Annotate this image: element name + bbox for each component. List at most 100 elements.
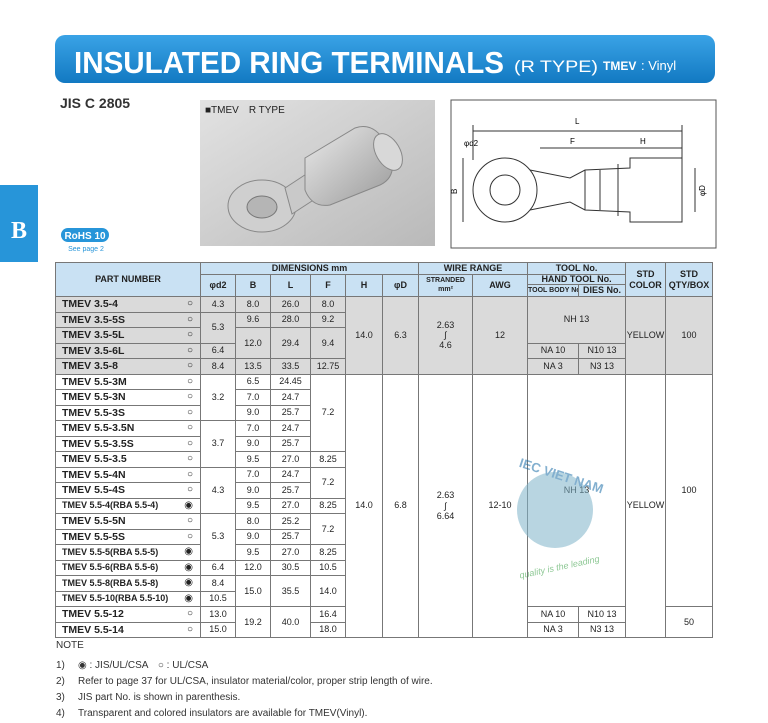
part-cell: TMEV 3.5-4 ○ — [55, 296, 201, 313]
header-text: STD — [636, 269, 655, 280]
cell: 33.5 — [270, 358, 311, 375]
part-number: TMEV 5.5-6(RBA 5.5-6) — [62, 562, 159, 573]
cell: 9.4 — [310, 327, 346, 359]
note-text: Refer to page 37 for UL/CSA, insulator m… — [78, 676, 433, 687]
header-cell: DIMENSIONS mm — [199, 262, 420, 275]
cell: 19.2 — [235, 606, 271, 638]
cert-mark: ○ — [186, 437, 193, 449]
cell: NA 10 — [527, 606, 580, 623]
cell: N3 13 — [578, 358, 627, 375]
cell: 10.5 — [200, 590, 236, 607]
cell: 29.4 — [270, 327, 311, 359]
cert-mark: ○ — [186, 484, 193, 495]
cert-mark: ○ — [186, 453, 193, 464]
part-cell: TMEV 3.5-5L ○ — [55, 327, 201, 344]
cell: 6.3 — [381, 296, 420, 375]
note-text: JIS part No. is shown in parenthesis. — [78, 692, 241, 703]
part-cell: TMEV 5.5-5(RBA 5.5-5) ◉ — [55, 544, 201, 561]
cell: 30.5 — [270, 559, 311, 576]
table-body: TMEV 3.5-4 ○ 4.3 8.0 26.0 8.0 14.0 6.3 2.63 ∫ 4.6 1… — [55, 296, 714, 638]
cell: 7.0 — [235, 389, 271, 406]
part-cell: TMEV 5.5-3.5 ○ — [55, 451, 201, 468]
header-cell: B — [235, 274, 271, 297]
table-row: TMEV 5.5-8(RBA 5.5-8) ◉ 8.4 15.0 35.5 14.0 — [55, 575, 713, 607]
cell: YELLOW — [625, 296, 667, 375]
cell: N10 13 — [578, 606, 627, 623]
cell: 12 — [472, 296, 529, 375]
cert-mark: ○ — [186, 313, 193, 325]
cell: 7.2 — [310, 513, 346, 545]
cell: 26.0 — [270, 296, 311, 313]
cell-text: 2.63 — [436, 319, 455, 330]
cell: 15.0 — [235, 575, 271, 607]
part-number: TMEV 5.5-5(RBA 5.5-5) — [62, 546, 159, 557]
table-row: TMEV 5.5-5(RBA 5.5-5) ◉ 9.5 27.0 8.25 — [55, 544, 713, 561]
part-cell: TMEV 5.5-10(RBA 5.5-10) ◉ — [55, 590, 201, 607]
part-number: TMEV 3.5-6L — [62, 344, 125, 357]
cell: 24.7 — [270, 466, 311, 483]
part-cell: TMEV 3.5-6L ○ — [55, 342, 201, 359]
cell: 2.63 ∫ 6.64 — [418, 373, 474, 638]
cell: NA 3 — [527, 358, 580, 375]
cell: 3.2 — [200, 373, 236, 421]
cell-text: 6.64 — [436, 510, 455, 521]
cell: 9.0 — [235, 435, 271, 452]
cell-text: ∫ — [444, 500, 447, 511]
diagram-frame — [450, 99, 717, 249]
note-item: 3) JIS part No. is shown in parenthesis. — [56, 692, 433, 703]
cell: 7.2 — [310, 373, 346, 452]
cell: 27.0 — [270, 544, 311, 561]
part-number: TMEV 5.5-3S — [62, 406, 126, 419]
cell: 14.0 — [310, 575, 346, 607]
table-row: TMEV 3.5-5S ○ 5.3 9.6 28.0 9.2 — [55, 311, 713, 344]
part-number: TMEV 3.5-5L — [62, 329, 125, 341]
photo-caption: ■TMEV R TYPE — [205, 105, 285, 116]
note-text: Transparent and colored insulators are a… — [78, 708, 368, 719]
cert-mark: ○ — [186, 406, 193, 418]
part-cell: TMEV 5.5-8(RBA 5.5-8) ◉ — [55, 575, 201, 592]
cert-mark: ○ — [186, 344, 193, 356]
rohs-label: RoHS 10 — [64, 231, 106, 242]
part-number: TMEV 5.5-3.5N — [62, 422, 135, 434]
cell: 100 — [665, 296, 714, 375]
cell: 6.8 — [381, 373, 420, 638]
terminal-drawing — [462, 125, 696, 223]
notes-title: NOTE — [56, 640, 84, 651]
cell: 9.5 — [235, 497, 271, 514]
cell: N3 13 — [578, 621, 627, 638]
header-cell: AWG — [472, 274, 529, 297]
cell: 9.6 — [235, 311, 271, 328]
cell: 8.25 — [310, 544, 346, 561]
cert-mark: ○ — [186, 360, 193, 371]
cell: 13.0 — [200, 606, 236, 623]
note-text: ◉ : JIS/UL/CSA ○ : UL/CSA — [78, 660, 209, 671]
part-cell: TMEV 5.5-3.5N ○ — [55, 420, 201, 437]
table-row: TMEV 3.5-6L ○ 6.4 NA 10 N10 13 — [55, 342, 713, 359]
part-number: TMEV 5.5-3M — [62, 375, 127, 388]
table-row: TMEV 3.5-5L ○ 12.0 29.4 9.4 — [55, 327, 713, 359]
part-cell: TMEV 5.5-12 ○ — [55, 606, 201, 623]
part-number: TMEV 5.5-14 — [62, 623, 124, 636]
cell: 6.5 — [235, 373, 271, 390]
cell: 7.0 — [235, 466, 271, 483]
cert-mark: ○ — [186, 298, 193, 309]
part-number: TMEV 5.5-4(RBA 5.5-4) — [62, 500, 159, 511]
header-text: STRANDED — [426, 277, 465, 285]
cell: 100 — [665, 373, 714, 607]
rohs-badge — [61, 228, 109, 242]
part-cell: TMEV 3.5-5S ○ — [55, 311, 201, 328]
header-cell: HAND TOOL No. — [527, 274, 627, 285]
part-number: TMEV 5.5-4S — [62, 484, 126, 496]
cert-mark: ○ — [186, 608, 193, 619]
cell: 13.5 — [235, 358, 271, 375]
part-number: TMEV 3.5-4 — [62, 298, 119, 310]
cell: NA 3 — [527, 621, 580, 638]
cell: 40.0 — [270, 606, 311, 638]
cell-text: 2.63 — [436, 490, 455, 501]
cell: 9.0 — [235, 528, 271, 545]
cell: 24.45 — [270, 373, 311, 390]
table-row: TMEV 5.5-3.5N ○ 3.7 7.0 24.7 — [55, 420, 713, 468]
cell: 18.0 — [310, 621, 346, 638]
cell: 4.3 — [200, 296, 236, 313]
